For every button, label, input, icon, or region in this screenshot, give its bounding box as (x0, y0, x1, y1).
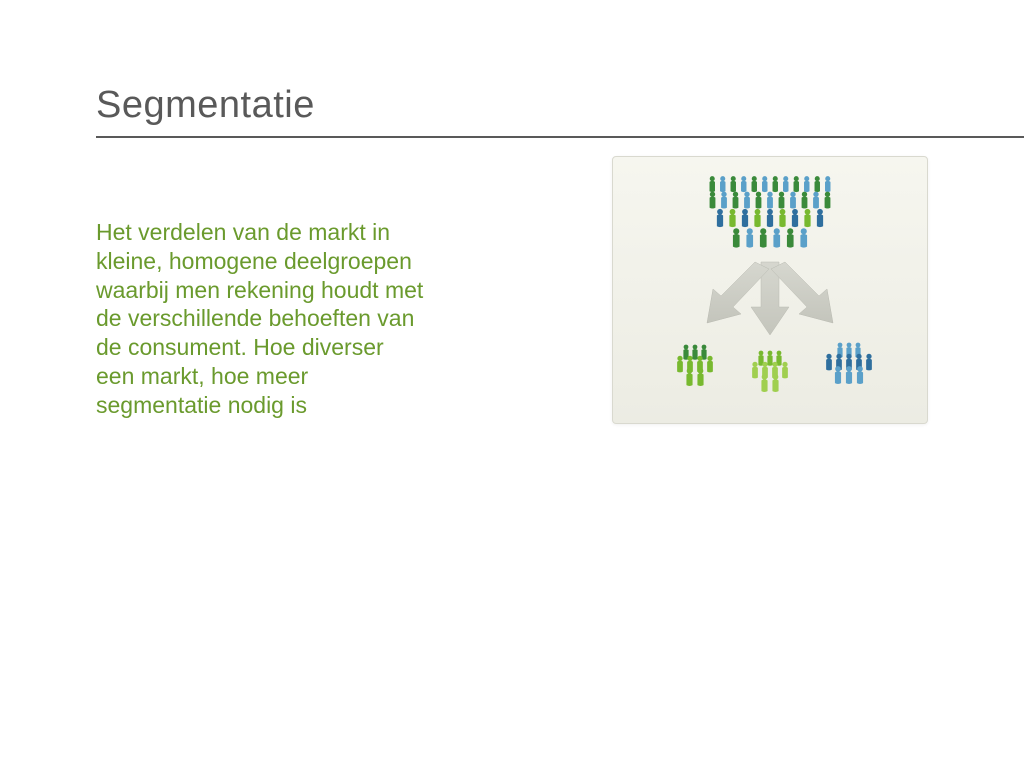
slide: Segmentatie Het verdelen van de markt in… (0, 0, 1024, 768)
segmentation-diagram (612, 156, 928, 424)
title-block: Segmentatie (96, 84, 1024, 133)
body-paragraph: Het verdelen van de markt in kleine, hom… (96, 218, 426, 419)
slide-title: Segmentatie (96, 84, 1024, 133)
segmentation-svg (613, 157, 927, 423)
divider-rule (96, 136, 1024, 138)
split-arrows (707, 262, 833, 335)
group-bottom-left (677, 345, 713, 386)
crowd-top (710, 176, 831, 247)
group-bottom-right (826, 343, 872, 384)
group-bottom-center (752, 351, 788, 392)
